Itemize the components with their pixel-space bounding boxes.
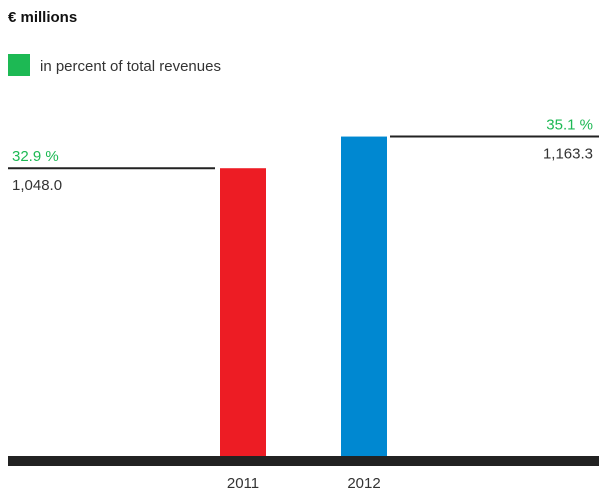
value-label-2012: 1,163.3 <box>543 146 593 163</box>
value-label-2011: 1,048.0 <box>12 177 62 194</box>
x-tick-label-2012: 2012 <box>347 475 380 492</box>
bar-2011 <box>220 168 266 456</box>
plot-marks: 32.9 % 1,048.0 2011 35.1 % 1,163.3 2012 <box>8 117 599 492</box>
bar-2012 <box>341 136 387 456</box>
percent-label-2012: 35.1 % <box>546 117 593 134</box>
x-axis-baseline <box>8 456 599 466</box>
percent-label-2011: 32.9 % <box>12 148 59 165</box>
x-tick-label-2011: 2011 <box>227 475 259 492</box>
legend-label: in percent of total revenues <box>40 58 221 75</box>
legend-swatch <box>8 54 30 76</box>
chart-title: € millions <box>8 9 77 26</box>
